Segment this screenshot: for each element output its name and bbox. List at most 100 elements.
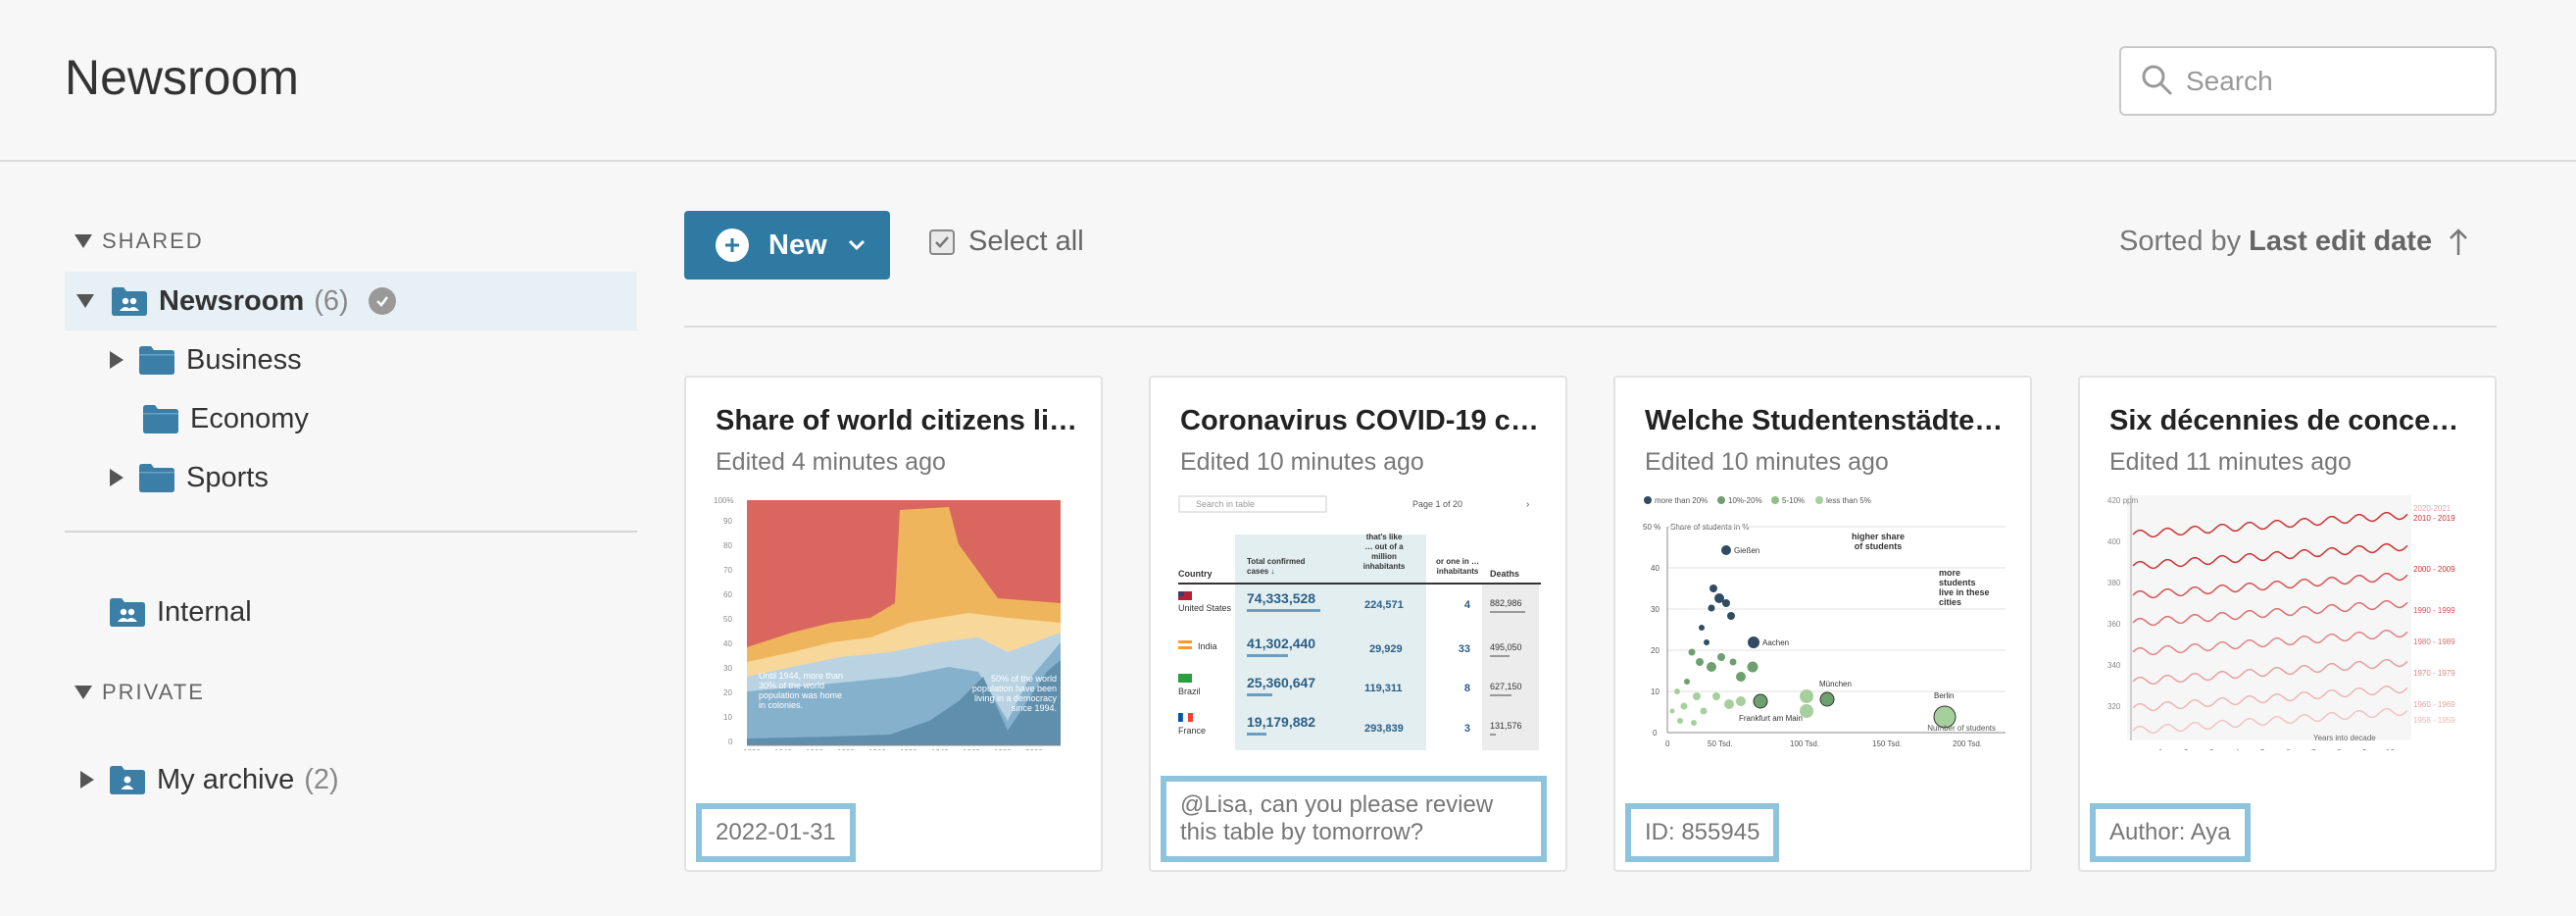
legend-label: less than 5% xyxy=(1826,496,1871,505)
search-box[interactable] xyxy=(2119,46,2497,116)
sidebar-item-sports[interactable]: Sports xyxy=(110,448,269,507)
item-count: (6) xyxy=(314,284,349,317)
search-input[interactable] xyxy=(2186,58,2480,105)
row-one-in: 4 xyxy=(1464,599,1471,611)
tick-label: 60 xyxy=(723,590,732,599)
legend-label: 10%-20% xyxy=(1728,496,1762,505)
tick-label: 340 xyxy=(2107,661,2121,670)
tick-label: 1840 xyxy=(774,748,792,750)
city-label: Frankfurt am Main xyxy=(1739,714,1803,723)
tick-label: 2 xyxy=(2184,748,2189,750)
row-cases: 19,179,882 xyxy=(1247,714,1315,730)
tick-label: 1820 xyxy=(743,748,761,750)
app-header: Newsroom xyxy=(0,0,2576,162)
item-count: (2) xyxy=(304,763,339,795)
tick-label: 400 xyxy=(2107,537,2121,546)
tick-label: 5 xyxy=(2260,748,2265,750)
card-footer-note: @Lisa, can you please review this table … xyxy=(1161,776,1547,862)
row-cases: 41,302,440 xyxy=(1247,636,1315,651)
sidebar-item-label: Economy xyxy=(190,402,309,434)
sidebar-item-label: My archive xyxy=(157,763,295,795)
tick-label: 90 xyxy=(723,517,732,526)
row-one-in: 33 xyxy=(1459,643,1470,655)
collapse-triangle-icon xyxy=(74,234,92,248)
row-country: India xyxy=(1198,641,1217,651)
table-card[interactable]: Coronavirus COVID-19 cas… Edited 10 minu… xyxy=(1149,376,1567,872)
axis-label: Number of students xyxy=(1927,724,1996,733)
row-country: France xyxy=(1178,726,1206,736)
new-button[interactable]: New xyxy=(684,211,890,280)
expand-triangle-icon[interactable] xyxy=(76,294,94,308)
tick-label: 50 Tsd. xyxy=(1708,739,1733,748)
decade-label: 2010 - 2019 xyxy=(2413,514,2455,523)
city-label: Gießen xyxy=(1734,546,1759,555)
tick-label: 40 xyxy=(723,639,732,648)
sort-control[interactable]: Sorted by Last edit date xyxy=(2119,226,2469,258)
axis-label: Years into decade xyxy=(2313,734,2376,742)
card-title: Welche Studentenstädte gi… xyxy=(1645,405,2007,436)
decade-line xyxy=(2132,685,2408,712)
check-icon xyxy=(368,287,396,315)
chart-thumbnail: more than 20% 10%-20% 5-10% less than 5%… xyxy=(1643,496,2006,748)
chart-card[interactable]: Welche Studentenstädte gi… Edited 10 min… xyxy=(1613,376,2032,872)
tick-label: 0 xyxy=(728,738,733,746)
chart-card[interactable]: Share of world citizens livi… Edited 4 m… xyxy=(684,376,1103,872)
decade-label: 1970 - 1979 xyxy=(2413,669,2455,678)
card-title: Six décennies de concentr… xyxy=(2109,405,2472,436)
decade-label: 2000 - 2009 xyxy=(2413,565,2455,574)
annotation-left: Until 1944, more than 30% of the world pop… xyxy=(759,671,843,710)
expand-triangle-icon[interactable] xyxy=(110,351,124,369)
tick-label: 9 xyxy=(2362,748,2367,750)
shared-folder-icon xyxy=(110,598,145,627)
row-per-million: 224,571 xyxy=(1364,599,1404,611)
row-country: Brazil xyxy=(1178,687,1201,696)
card-edited-time: Edited 11 minutes ago xyxy=(2109,448,2352,476)
tick-label: 4 xyxy=(2235,748,2240,750)
area-darkblue xyxy=(747,660,1061,745)
tick-label: 1980 xyxy=(994,748,1012,750)
sidebar-item-my-archive[interactable]: My archive (2) xyxy=(80,750,339,809)
decade-line xyxy=(2132,572,2408,599)
decade-line xyxy=(2132,658,2408,686)
tick-label: 20 xyxy=(1651,646,1660,655)
city-label: München xyxy=(1819,680,1852,688)
shared-section-toggle[interactable]: SHARED xyxy=(74,229,204,254)
tick-label: 20 xyxy=(723,688,732,697)
row-cases: 25,360,647 xyxy=(1247,675,1315,690)
decade-line xyxy=(2132,707,2408,735)
tick-label: 2000 xyxy=(1025,748,1043,750)
tick-label: 200 Tsd. xyxy=(1953,739,1982,748)
tick-label: 70 xyxy=(723,566,732,575)
tick-label: 420 ppm xyxy=(2107,496,2138,505)
tick-label: 7 xyxy=(2311,748,2316,750)
expand-triangle-icon[interactable] xyxy=(80,771,94,789)
tick-label: 1900 xyxy=(868,748,886,750)
tick-label: 100% xyxy=(714,496,733,505)
sidebar-divider xyxy=(65,531,637,533)
expand-triangle-icon[interactable] xyxy=(110,469,124,486)
row-one-in: 3 xyxy=(1464,723,1470,735)
card-edited-time: Edited 10 minutes ago xyxy=(1645,448,1889,476)
sidebar-item-economy[interactable]: Economy xyxy=(143,389,309,448)
sort-ascending-icon[interactable] xyxy=(2448,228,2469,257)
decade-label: 1980 - 1989 xyxy=(2413,637,2455,646)
tick-label: 150 Tsd. xyxy=(1872,739,1902,748)
column-header: Country xyxy=(1178,569,1213,579)
chart-thumbnail: 100% 90 80 70 60 50 40 30 20 10 0 Until … xyxy=(714,496,1061,750)
new-button-label: New xyxy=(768,229,827,261)
tick-label: 8 xyxy=(2337,748,2342,750)
select-all-checkbox[interactable]: Select all xyxy=(929,226,1084,258)
sidebar-item-business[interactable]: Business xyxy=(110,331,302,389)
tick-label: 0 xyxy=(1665,739,1670,748)
chart-card[interactable]: Six décennies de concentr… Edited 11 min… xyxy=(2078,376,2497,872)
sidebar-item-newsroom[interactable]: Newsroom (6) xyxy=(65,272,637,331)
sidebar-item-internal[interactable]: Internal xyxy=(110,583,252,641)
tick-label: 10 xyxy=(723,713,732,722)
sort-field: Last edit date xyxy=(2249,226,2433,257)
private-section-toggle[interactable]: PRIVATE xyxy=(74,680,205,705)
tick-label: 6 xyxy=(2286,748,2291,750)
checkbox-icon[interactable] xyxy=(929,229,955,255)
